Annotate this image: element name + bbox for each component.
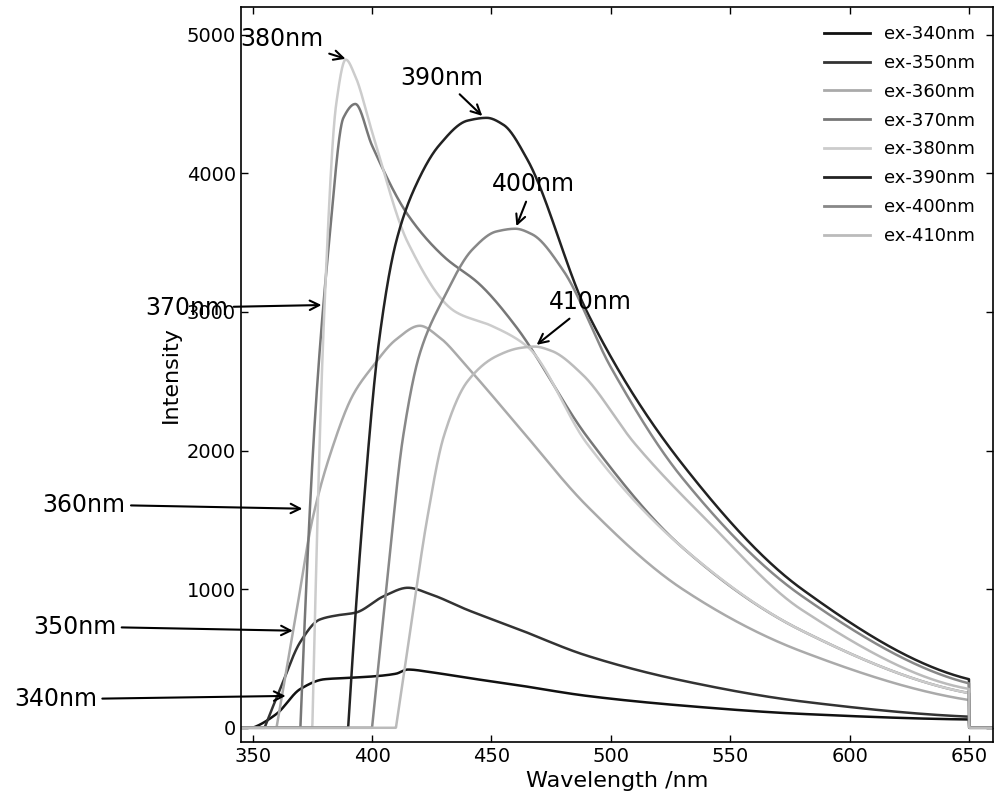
ex-390nm [891,646,903,655]
ex-340nm [523,682,535,692]
ex-350nm [523,629,535,638]
Text: 390nm: 390nm [401,65,484,114]
ex-390nm [235,723,247,733]
Legend: ex-340nm, ex-350nm, ex-360nm, ex-370nm, ex-380nm, ex-390nm, ex-400nm, ex-410nm: ex-340nm, ex-350nm, ex-360nm, ex-370nm, … [815,16,984,254]
ex-400nm [365,723,377,733]
ex-360nm [365,364,377,373]
ex-350nm [365,599,377,609]
Text: 370nm: 370nm [145,296,319,320]
Line: ex-350nm: ex-350nm [241,588,993,728]
ex-340nm [402,665,414,674]
ex-370nm [365,139,377,148]
ex-380nm [891,668,903,678]
ex-400nm [235,723,247,733]
ex-350nm [973,723,985,733]
ex-410nm [523,342,535,352]
Line: ex-370nm: ex-370nm [241,104,993,728]
Line: ex-380nm: ex-380nm [241,60,993,728]
X-axis label: Wavelength /nm: Wavelength /nm [526,771,708,791]
ex-350nm [235,723,247,733]
ex-350nm [402,583,414,593]
ex-350nm [320,613,332,622]
Y-axis label: Intensity: Intensity [161,326,181,423]
ex-380nm [235,723,247,733]
ex-360nm [973,723,985,733]
ex-370nm [973,723,985,733]
ex-360nm [235,723,247,733]
ex-340nm [973,723,985,733]
ex-400nm [509,224,521,234]
ex-410nm [320,723,332,733]
ex-360nm [891,679,903,689]
ex-370nm [987,723,999,733]
ex-410nm [528,342,540,351]
ex-370nm [349,99,361,109]
ex-400nm [891,650,903,660]
ex-340nm [235,723,247,733]
Line: ex-340nm: ex-340nm [241,670,993,728]
ex-360nm [556,474,568,484]
ex-400nm [556,264,568,274]
ex-390nm [973,723,985,733]
Text: 340nm: 340nm [14,687,283,711]
ex-340nm [365,672,377,681]
Text: 410nm: 410nm [538,290,632,343]
ex-380nm [320,257,332,267]
ex-360nm [523,435,535,444]
ex-340nm [891,713,903,723]
Text: 360nm: 360nm [42,492,300,516]
ex-390nm [481,113,493,123]
ex-380nm [556,396,568,405]
ex-410nm [891,661,903,670]
ex-410nm [987,723,999,733]
ex-400nm [987,723,999,733]
ex-360nm [987,723,999,733]
ex-360nm [414,321,426,330]
ex-340nm [320,674,332,684]
ex-390nm [987,723,999,733]
ex-340nm [987,723,999,733]
ex-380nm [987,723,999,733]
ex-390nm [365,412,377,421]
ex-410nm [556,352,568,361]
ex-410nm [235,723,247,733]
ex-380nm [340,55,352,65]
Line: ex-400nm: ex-400nm [241,229,993,728]
Line: ex-360nm: ex-360nm [241,326,993,728]
Text: 380nm: 380nm [241,27,343,60]
ex-380nm [365,124,377,134]
ex-350nm [556,642,568,651]
ex-370nm [320,265,332,275]
ex-410nm [973,723,985,733]
Text: 400nm: 400nm [491,172,574,224]
ex-350nm [987,723,999,733]
ex-350nm [891,707,903,717]
ex-400nm [523,228,535,238]
ex-370nm [556,394,568,404]
ex-390nm [556,243,568,253]
ex-370nm [235,723,247,733]
ex-400nm [973,723,985,733]
ex-340nm [556,688,568,697]
Line: ex-390nm: ex-390nm [241,118,993,728]
Line: ex-410nm: ex-410nm [241,346,993,728]
ex-400nm [320,723,332,733]
ex-390nm [523,159,535,168]
ex-380nm [973,723,985,733]
ex-390nm [320,723,332,733]
ex-380nm [523,344,535,354]
ex-370nm [891,668,903,678]
Text: 350nm: 350nm [33,614,291,638]
ex-360nm [320,461,332,471]
ex-370nm [523,341,535,350]
ex-410nm [365,723,377,733]
